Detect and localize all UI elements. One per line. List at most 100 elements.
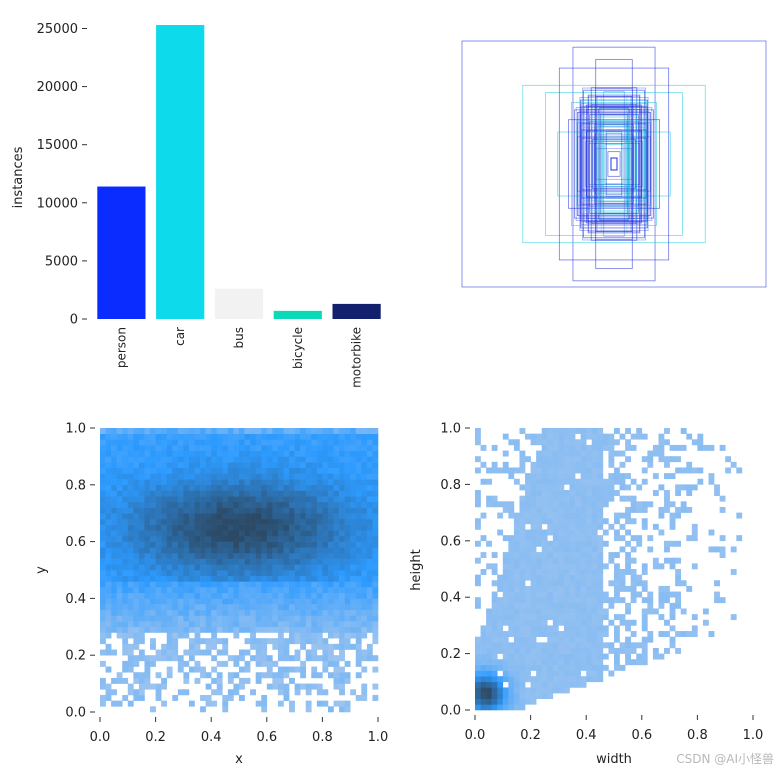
wh-hist-cell <box>647 636 654 643</box>
xy-hist-cell <box>361 632 368 639</box>
wh-hist-cell <box>530 636 537 643</box>
xy-hist-cell <box>261 439 268 446</box>
xy-hist-cell <box>361 439 368 446</box>
xy-hist-cell <box>138 575 145 582</box>
wh-hist-cell <box>525 569 531 575</box>
wh-hist-cell <box>552 557 559 564</box>
xy-hist-cell <box>127 666 134 673</box>
xy-hist-cell <box>227 541 234 548</box>
label-box <box>545 92 683 236</box>
xy-hist-cell <box>150 507 156 514</box>
xy-hist-cell <box>161 496 168 503</box>
xy-hist-cell <box>166 638 173 645</box>
wh-hist-cell <box>508 653 515 660</box>
wh-hist-cell <box>486 642 492 649</box>
xy-hist-cell <box>116 632 123 639</box>
xy-hist-cell <box>255 587 262 594</box>
wh-hist-cell <box>636 574 643 581</box>
xy-hist-cell <box>227 570 234 576</box>
wh-hist-cell <box>569 467 576 474</box>
xy-hist-cell <box>188 700 195 707</box>
xy-hist-cell <box>277 552 284 559</box>
xy-hist-cell <box>266 490 273 497</box>
wh-hist-cell <box>708 444 715 451</box>
xy-hist-cell <box>344 456 351 463</box>
xy-hist-cell <box>355 672 362 679</box>
xy-hist-cell <box>105 609 112 616</box>
xy-hist-cell <box>244 428 251 434</box>
wh-hist-cell <box>530 501 537 508</box>
xy-hist-cell <box>272 672 279 679</box>
wh-hist-cell <box>513 569 520 575</box>
xy-hist-cell <box>116 445 123 452</box>
xy-hist-cell <box>261 626 268 633</box>
xy-hist-cell <box>372 473 379 480</box>
wh-hist-cell <box>586 563 593 570</box>
xy-hist-cell <box>166 570 173 576</box>
xy-hist-cell <box>272 621 279 628</box>
xy-hist-cell <box>194 604 201 611</box>
xy-hist-cell <box>372 626 379 633</box>
xy-hist-cell <box>183 462 190 469</box>
xy-hist-cell <box>277 604 284 611</box>
wh-hist-cell <box>530 614 537 621</box>
xy-hist-cell <box>138 552 145 559</box>
xy-hist-cell <box>105 501 112 508</box>
wh-hist-cell <box>597 597 604 604</box>
xy-hist-cell <box>266 513 273 520</box>
wh-hist-cell <box>547 501 554 508</box>
xy-hist-cell <box>122 507 129 514</box>
xy-hist-cell <box>322 615 329 622</box>
xy-hist-cell <box>183 552 190 559</box>
wh-hist-cell <box>569 585 576 592</box>
xy-hist-cell <box>222 626 229 633</box>
xy-hist-cell <box>216 660 223 667</box>
xy-hist-cell <box>183 598 190 605</box>
xy-hist-cell <box>150 467 156 474</box>
xy-hist-cell <box>361 535 368 542</box>
xy-hist-cell <box>239 507 245 514</box>
xy-hist-cell <box>327 649 334 656</box>
xy-xtick-label: 0.2 <box>145 730 166 745</box>
wh-hist-cell <box>508 608 515 615</box>
xy-hist-cell <box>138 450 145 457</box>
xy-hist-cell <box>166 558 173 565</box>
xy-hist-cell <box>216 507 223 514</box>
xy-hist-cell <box>244 490 251 497</box>
wh-hist-cell <box>575 484 581 491</box>
xy-hist-cell <box>100 433 106 440</box>
xy-hist-cell <box>283 604 290 611</box>
xy-hist-cell <box>155 490 162 497</box>
xy-hist-cell <box>333 473 340 480</box>
wh-hist-cell <box>563 676 570 683</box>
xy-hist-cell <box>133 501 140 508</box>
xy-hist-cell <box>172 575 179 582</box>
wh-hist-cell <box>719 597 726 604</box>
xy-hist-cell <box>127 518 134 525</box>
wh-hist-cell <box>530 597 537 604</box>
wh-hist-cell <box>530 664 537 671</box>
xy-hist-cell <box>355 490 362 497</box>
xy-hist-cell <box>366 558 373 565</box>
xy-hist-cell <box>133 467 140 474</box>
xy-hist-cell <box>222 581 229 588</box>
wh-hist-cell <box>552 614 559 621</box>
xy-hist-cell <box>216 570 223 576</box>
xy-hist-cell <box>183 439 190 446</box>
xy-hist-cell <box>172 621 179 628</box>
xy-hist-cell <box>111 609 117 616</box>
xy-hist-cell <box>216 677 223 684</box>
xy-hist-cell <box>116 598 123 605</box>
xy-hist-cell <box>183 672 190 679</box>
xy-hist-cell <box>355 445 362 452</box>
wh-hist-cell <box>630 546 637 553</box>
xy-hist-cell <box>283 558 290 565</box>
xy-hist-cell <box>289 462 295 469</box>
xy-hist-cell <box>239 490 245 497</box>
wh-hist-cell <box>563 569 570 575</box>
wh-hist-cell <box>619 535 626 542</box>
xy-hist-cell <box>255 615 262 622</box>
xy-hist-cell <box>172 450 179 457</box>
wh-hist-cell <box>680 631 687 637</box>
xy-hist-cell <box>255 428 262 434</box>
